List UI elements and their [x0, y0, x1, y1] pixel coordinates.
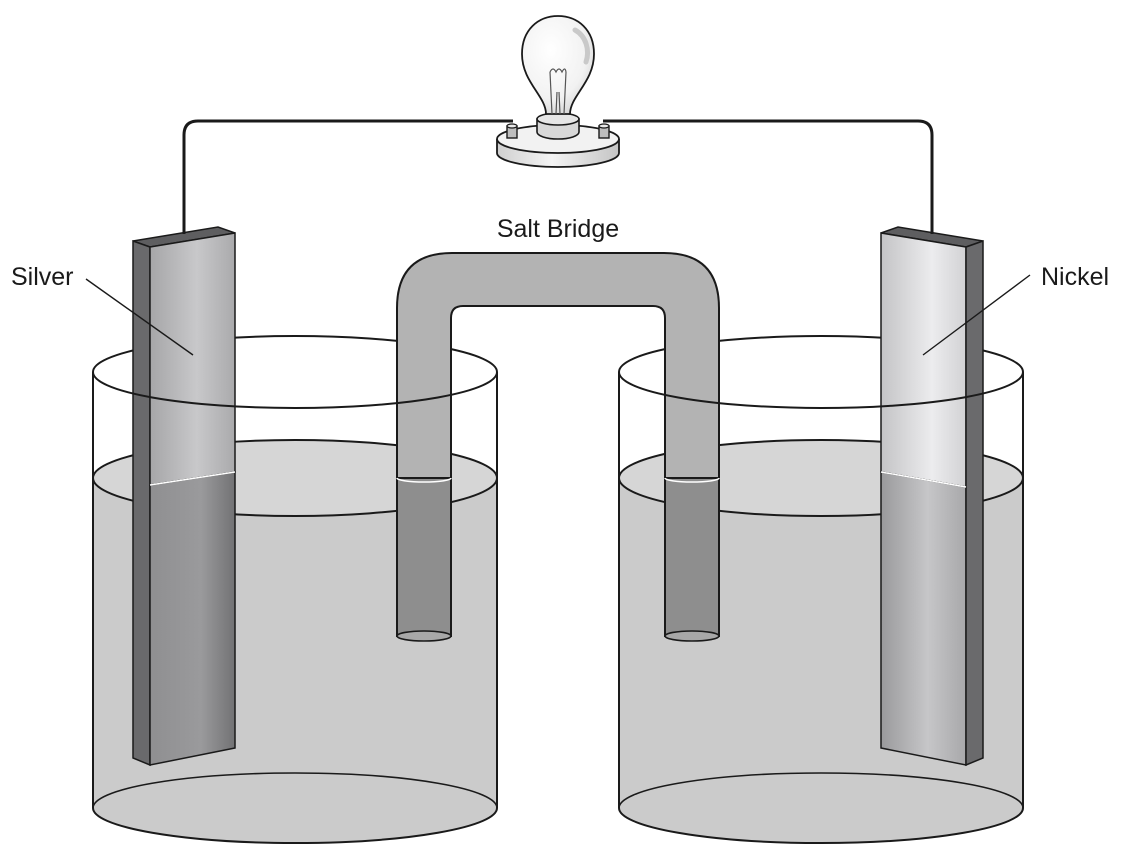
- left-beaker-front-rim: [92, 371, 498, 409]
- salt-bridge-label: Salt Bridge: [497, 215, 619, 243]
- bulb-filament: [549, 68, 567, 115]
- right-wire: [603, 119, 934, 234]
- nickel-label: Nickel: [1041, 263, 1109, 291]
- salt-bridge-tube: [396, 252, 720, 479]
- bulb-glass: [521, 15, 595, 115]
- left-wire: [182, 119, 513, 234]
- silver-leader-line: [85, 278, 194, 356]
- silver-label: Silver: [11, 263, 74, 291]
- nickel-electrode: [880, 226, 984, 767]
- right-beaker-front-rim: [618, 371, 1024, 409]
- silver-electrode: [132, 226, 236, 767]
- nickel-leader-line: [922, 274, 1031, 356]
- light-bulb: [496, 15, 620, 168]
- circuit-wires: [182, 119, 934, 234]
- salt-bridge: [396, 252, 720, 642]
